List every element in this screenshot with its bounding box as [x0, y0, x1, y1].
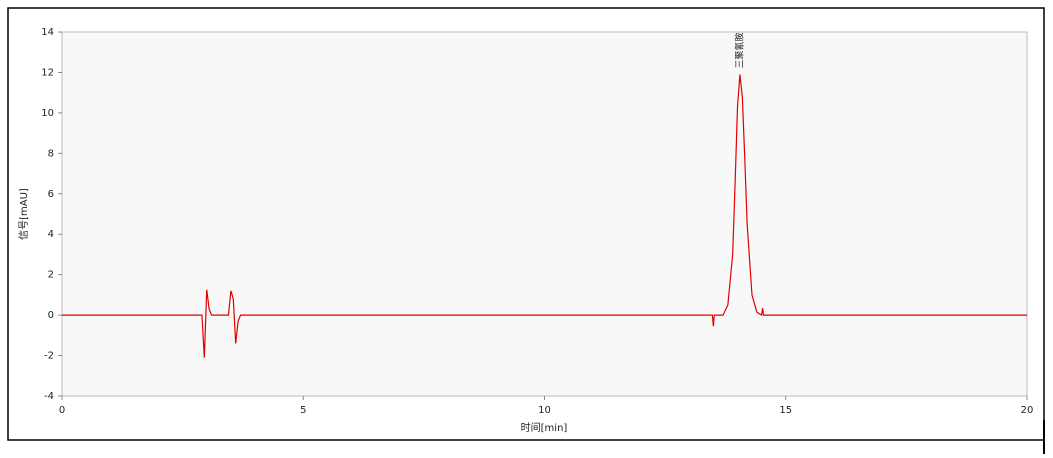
- y-tick-label: 6: [48, 189, 54, 200]
- peak-label: 三聚氰胺: [733, 32, 745, 68]
- x-tick-label: 10: [538, 405, 551, 416]
- y-tick-label: 4: [48, 229, 54, 240]
- y-tick-label: 0: [48, 310, 54, 321]
- y-tick-label: -2: [44, 351, 54, 362]
- y-tick-label: 2: [48, 270, 54, 281]
- y-tick-label: 12: [41, 67, 54, 78]
- plot-area: [61, 31, 1028, 397]
- signal-line: [62, 74, 1027, 358]
- x-tick-label: 15: [779, 405, 792, 416]
- y-tick-label: 10: [41, 108, 54, 119]
- x-axis-label: 时间[min]: [521, 421, 568, 434]
- x-tick-label: 20: [1021, 405, 1034, 416]
- y-tick-label: 14: [41, 27, 54, 38]
- y-tick-label: 8: [48, 148, 54, 159]
- x-tick-label: 0: [59, 405, 65, 416]
- y-tick-label: -4: [44, 391, 54, 402]
- y-axis-label: 信号[mAU]: [18, 188, 30, 240]
- x-tick-label: 5: [300, 405, 306, 416]
